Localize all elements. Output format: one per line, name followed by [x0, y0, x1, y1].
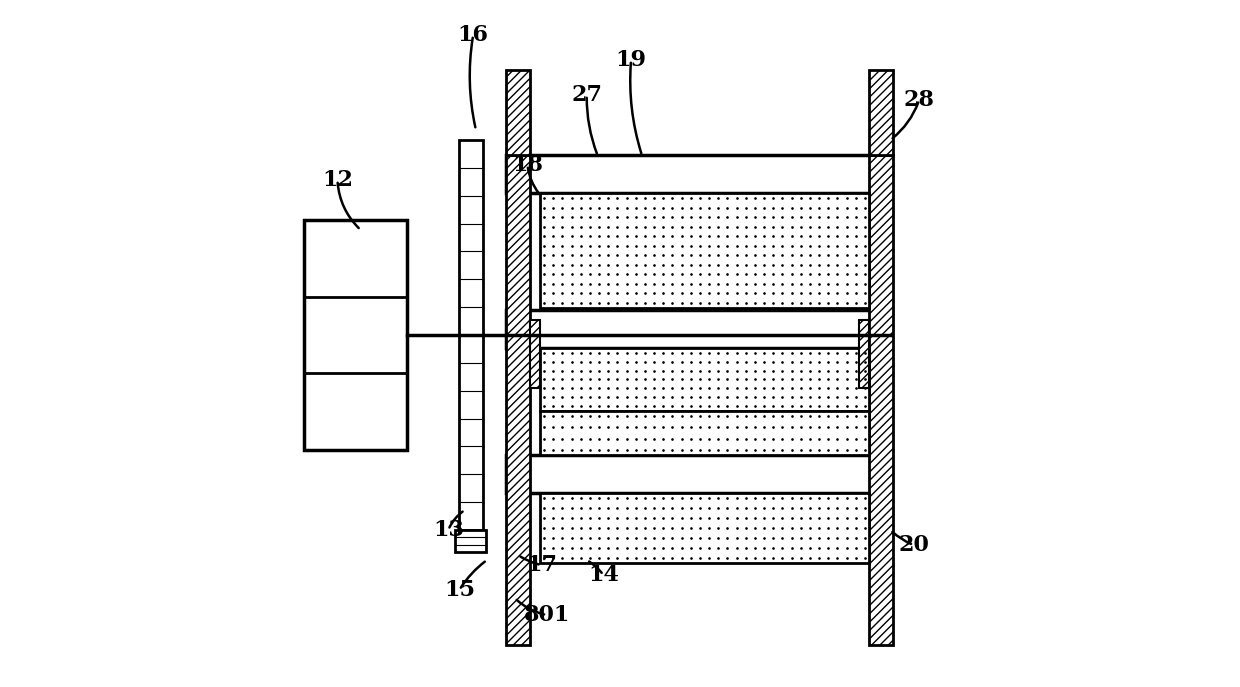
Bar: [455, 530, 486, 552]
Text: 18: 18: [512, 154, 543, 176]
Text: 27: 27: [572, 84, 603, 106]
Text: 15: 15: [444, 579, 475, 601]
Bar: [539, 411, 869, 455]
Text: 13: 13: [433, 519, 464, 541]
Bar: [539, 193, 869, 308]
Bar: [304, 220, 407, 450]
Text: 17: 17: [526, 554, 557, 576]
Bar: [529, 320, 539, 388]
Bar: [506, 455, 892, 493]
Bar: [506, 155, 892, 193]
Text: 16: 16: [458, 24, 489, 46]
Text: 28: 28: [904, 89, 935, 111]
Bar: [859, 320, 869, 388]
Text: 20: 20: [898, 534, 929, 556]
Text: 801: 801: [523, 604, 570, 626]
Bar: [506, 155, 529, 645]
Text: 14: 14: [588, 564, 619, 586]
Bar: [506, 310, 892, 348]
Bar: [459, 140, 482, 530]
Bar: [539, 348, 869, 411]
Text: 19: 19: [615, 49, 646, 71]
Bar: [539, 493, 869, 563]
Bar: [869, 70, 893, 155]
Bar: [869, 155, 893, 645]
Text: 12: 12: [322, 169, 353, 191]
Bar: [506, 70, 529, 155]
